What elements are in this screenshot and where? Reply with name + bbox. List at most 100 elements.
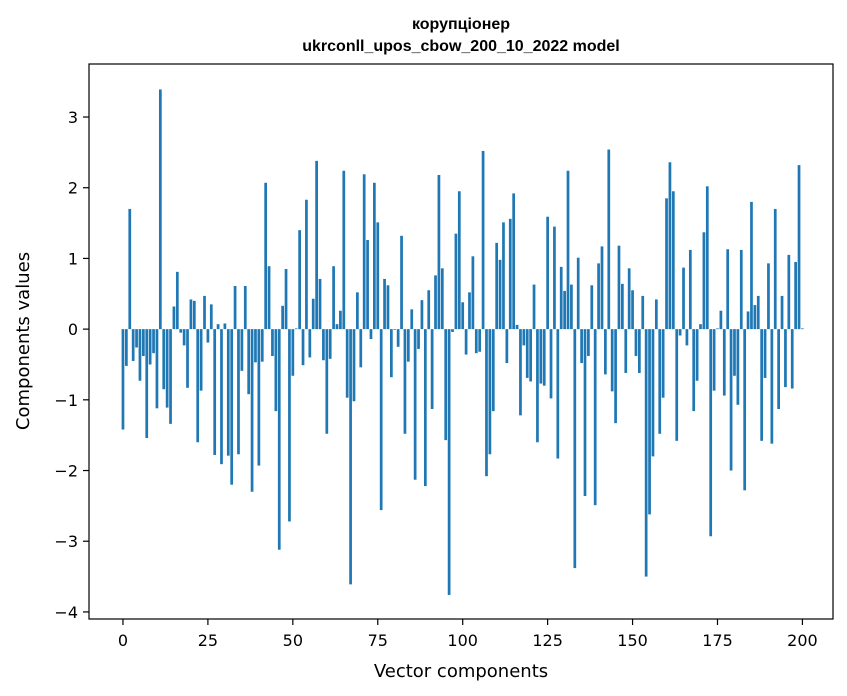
bar [801,328,804,330]
bar [430,329,434,410]
bar [325,329,329,434]
bar [464,329,468,355]
bar [739,249,743,330]
bar [631,290,634,330]
bar [736,329,740,405]
bar [434,275,437,330]
y-axis-label: Components values [13,252,34,430]
bar [267,266,271,330]
bar [284,269,288,330]
bar [580,329,583,364]
bar [722,329,726,396]
y-tick-label: 0 [68,320,78,339]
bar [362,174,366,330]
bar [784,329,787,388]
bar [790,329,794,389]
bar [189,299,193,330]
bar [352,329,356,402]
bar [145,329,149,439]
bar [512,193,516,330]
bar [379,329,383,511]
bar [318,278,322,330]
bar [566,170,570,330]
bar [546,216,549,330]
bar [485,329,488,477]
bar [220,329,223,465]
bar [152,329,155,354]
bar [726,249,730,330]
bar [573,329,577,569]
bar [682,267,685,330]
bar [226,329,230,456]
bar [712,329,716,391]
bar [777,329,780,410]
bar [128,208,132,330]
bar [274,329,278,412]
bar [661,329,665,398]
bar [332,266,335,330]
bar [366,240,369,330]
bar [305,199,308,330]
bar [716,328,719,330]
bar [281,305,284,330]
bar [590,285,594,330]
bar [356,292,359,330]
bar [294,328,298,330]
chart-subtitle: ukrconll_upos_cbow_200_10_2022 model [302,38,619,55]
bar [675,329,679,441]
bar [767,263,770,330]
bar [138,329,142,381]
bar [257,329,261,466]
bar [621,283,624,330]
x-tick-label: 150 [617,631,648,650]
bar [169,329,172,424]
y-axis-ticks: −4 −3 −2 −1 0 1 2 3 [54,108,89,622]
bar [719,310,723,330]
bar [532,284,536,330]
x-axis-ticks: 0 25 50 75 100 125 150 175 200 [118,619,818,650]
bar [301,329,305,366]
bar [539,329,543,384]
bar [260,329,264,362]
x-tick-label: 75 [368,631,388,650]
bar [291,329,295,376]
bar [773,208,777,330]
bar [179,329,183,333]
bar [335,324,339,330]
bar [692,329,696,412]
bar [665,198,668,330]
y-tick-label: 1 [68,249,78,268]
bar [264,182,268,330]
bar [668,162,672,330]
bars-group [121,89,804,595]
bar [461,302,465,330]
y-tick-label: 2 [68,179,78,198]
bar [794,261,797,330]
bar [390,329,393,378]
bar [440,268,444,330]
bar [213,329,217,455]
x-tick-label: 175 [702,631,733,650]
bar [349,329,352,585]
bar [600,246,604,330]
bar [634,329,638,356]
y-tick-label: −3 [54,532,78,551]
bar [644,329,648,577]
bar [478,329,482,352]
bar [648,329,651,515]
bar [678,329,682,336]
bar [308,329,312,358]
chart-title: корупціонер [412,16,510,33]
bar [491,329,495,412]
bar [705,186,709,330]
bar [556,329,560,459]
bar [627,268,631,330]
bar [502,222,505,330]
bar [471,256,475,330]
bar [474,329,478,354]
bar [447,329,451,595]
bar [454,233,458,330]
bar [617,245,621,330]
bar [651,329,655,457]
plot-area-frame [88,63,834,620]
